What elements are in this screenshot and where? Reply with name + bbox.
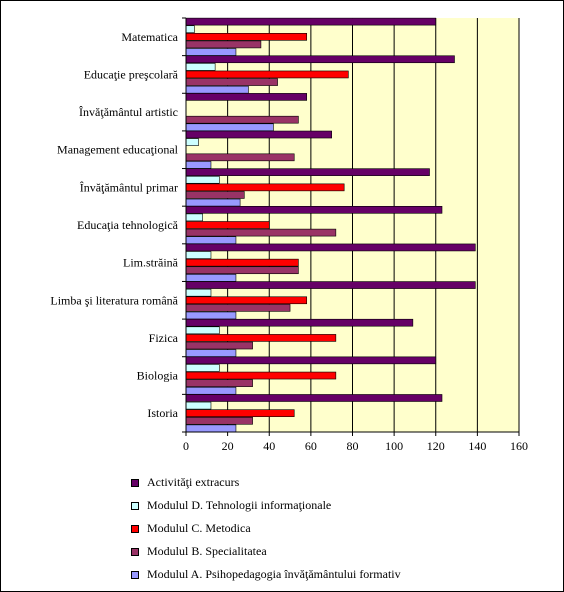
bar-4-0 [185,168,430,176]
legend-item: Modulul D. Tehnologii informaţionale [131,494,551,517]
x-tick-label: 120 [427,439,445,453]
x-tick-label: 20 [222,439,234,453]
bar-9-2 [185,371,337,380]
legend-label: Modulul B. Specialitatea [147,544,267,558]
bar-0-4 [185,48,237,56]
x-tick-label: 80 [347,439,359,453]
bar-8-2 [185,334,337,342]
bar-9-4 [185,386,237,395]
bar-chart: Matematica Educaţie preşcolară Învăţământu… [50,17,528,453]
legend-item: Modulul C. Metodica [131,517,551,540]
bar-4-2 [185,183,345,192]
bar-9-0 [185,356,437,365]
bar-7-2 [185,296,308,305]
tick-labels: 0 20 40 60 80 100 120 140 160 [183,439,528,453]
legend-swatch [131,547,139,556]
bar-2-4 [185,123,274,132]
bar-2-3 [185,115,299,124]
legend: Activităţi extracurs Modulul D. Tehnologi… [131,471,551,586]
category-label: Matematica [121,30,178,44]
x-tick-label: 140 [468,439,486,453]
bar-1-2 [185,70,349,79]
bar-3-3 [185,153,295,162]
legend-item: Activităţi extracurs [131,471,551,494]
bar-6-4 [185,274,237,282]
legend-label: Activităţi extracurs [147,475,240,489]
bar-10-0 [185,394,443,402]
category-label: Lim.străină [123,256,179,270]
legend-label: Modulul A. Psihopedagogia învăţământului… [147,567,401,581]
category-label: Educaţie preşcolară [84,67,179,81]
category-label: Învăţământul primar [80,180,178,194]
bar-10-2 [185,409,295,417]
bars [185,17,476,433]
bar-0-0 [185,17,437,26]
bar-1-0 [185,55,455,64]
bar-6-1 [185,251,212,259]
bar-7-3 [185,304,291,312]
bar-5-2 [185,221,270,229]
legend-item: Modulul A. Psihopedagogia învăţământului… [131,563,551,586]
category-label: Educaţia tehnologică [77,218,179,232]
legend-swatch [131,501,139,510]
legend-swatch [131,570,139,579]
bar-0-3 [185,40,262,49]
bar-6-3 [185,266,299,275]
legend-item: Modulul B. Specialitatea [131,540,551,563]
bar-6-2 [185,258,299,267]
bar-1-1 [185,63,216,71]
bar-8-1 [185,326,220,335]
legend-label: Modulul D. Tehnologii informaţionale [147,498,332,512]
bar-7-1 [185,288,212,297]
bar-9-1 [185,364,220,372]
bar-10-4 [185,424,237,433]
bar-5-3 [185,228,337,237]
bar-2-0 [185,93,308,101]
x-tick-label: 160 [510,439,528,453]
bar-7-4 [185,311,237,320]
bar-8-0 [185,318,414,327]
bar-4-1 [185,175,220,184]
axes [182,17,520,436]
bar-8-4 [185,349,237,357]
bar-0-2 [185,33,308,41]
bar-5-4 [185,236,237,244]
category-label: Istoria [147,406,178,420]
bar-4-4 [185,198,241,207]
category-labels: Matematica Educaţie preşcolară Învăţământu… [50,30,178,420]
bar-0-1 [185,25,195,34]
bar-4-3 [185,191,245,199]
category-label: Biologia [137,369,179,383]
category-label: Învăţământul artistic [79,105,178,119]
bar-9-3 [185,379,253,387]
bar-5-1 [185,213,203,222]
bar-3-0 [185,130,332,139]
bar-6-0 [185,243,476,252]
bar-1-4 [185,85,249,94]
x-tick-label: 60 [305,439,317,453]
x-tick-label: 0 [183,439,189,453]
legend-swatch [131,524,139,533]
legend-label: Modulul C. Metodica [147,521,251,535]
x-tick-label: 100 [385,439,403,453]
bar-5-0 [185,206,443,214]
bar-10-3 [185,416,253,425]
bar-7-0 [185,281,476,289]
category-label: Management educaţional [57,143,179,157]
bar-1-3 [185,78,278,86]
bar-8-3 [185,341,253,350]
category-label: Limba şi literatura română [50,293,178,307]
bar-10-1 [185,401,212,410]
bar-3-4 [185,161,212,169]
legend-swatch [131,478,139,487]
category-label: Fizica [149,331,179,345]
bar-3-1 [185,138,199,146]
x-tick-label: 40 [263,439,275,453]
